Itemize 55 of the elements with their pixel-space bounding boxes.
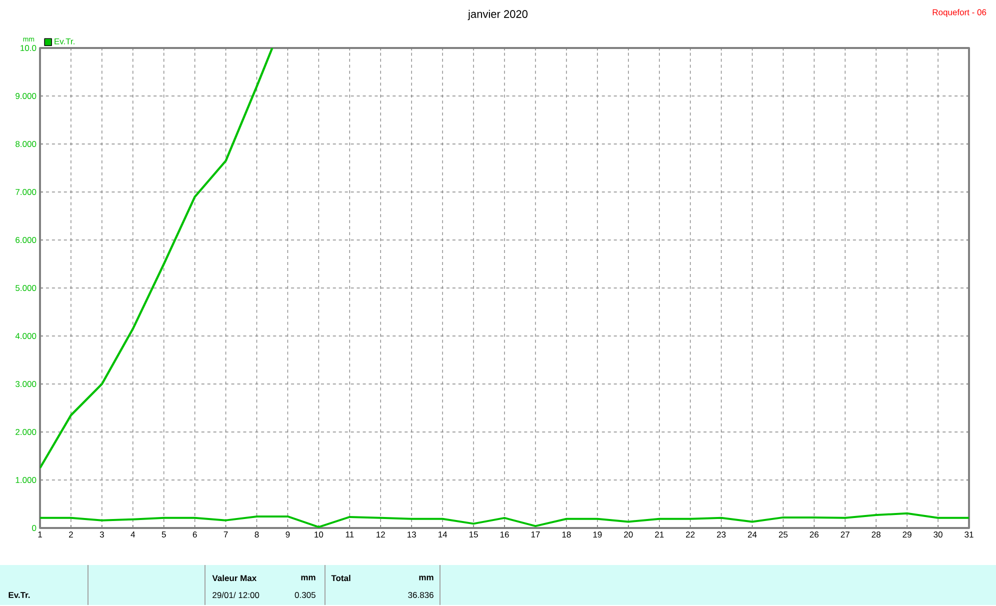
x-tick-label: 11 [346,532,354,538]
x-tick-label: 10 [314,532,324,538]
y-tick-label: 1.000 [16,477,36,484]
text: 36.836 [408,592,434,598]
text: Total [331,575,350,582]
x-tick-label: 29 [902,532,912,538]
x-tick-label: 1 [38,532,42,538]
x-tick-label: 4 [130,532,136,538]
x-tick-label: 8 [254,532,259,538]
x-tick-label: 5 [162,532,166,538]
x-tick-label: 15 [469,532,478,538]
x-tick-label: 19 [593,532,602,538]
y-tick-label: 9.000 [16,93,36,100]
chart-title: janvier 2020 [468,10,528,20]
x-tick-label: 22 [686,532,695,538]
x-tick-label: 31 [964,532,974,538]
line-series [40,48,274,470]
text: 29/01/ 12:00 [212,592,260,598]
y-tick-label: 8.000 [16,141,36,148]
x-tick-label: 13 [408,532,416,538]
x-tick-label: 6 [192,532,197,538]
x-tick-label: 21 [655,532,664,538]
x-tick-label: 7 [224,532,228,538]
x-tick-label: 14 [438,532,448,538]
y-tick-label: 0 [32,525,36,532]
x-tick-label: 30 [934,532,942,538]
x-tick-label: 16 [500,532,509,538]
x-tick-label: 27 [840,532,850,538]
x-tick-label: 26 [810,532,819,538]
x-tick-label: 9 [286,532,290,538]
text: mm [301,576,316,581]
x-tick-label: 3 [100,532,104,538]
text: Ev.Tr. [8,592,30,598]
x-tick-label: 28 [872,532,880,538]
text: mm [419,576,434,581]
x-tick-label: 23 [716,532,726,538]
text: 0.305 [294,592,316,598]
x-tick-label: 25 [778,532,788,538]
y-tick-label: 10.0 [20,45,36,52]
x-tick-label: 20 [624,532,633,538]
y-tick-label: 4.000 [15,333,36,340]
x-tick-label: 24 [748,532,757,538]
y-tick-label: 5.000 [16,285,36,292]
legend-label: Ev.Tr. [54,38,74,45]
line-series [40,512,970,528]
text: Valeur Max [212,575,257,582]
x-tick-label: 2 [69,532,73,538]
x-tick-label: 17 [531,532,540,538]
y-tick-label: 3.000 [16,381,36,388]
y-tick-label: 6.000 [16,237,36,244]
x-tick-label: 12 [376,532,385,538]
x-tick-label: 18 [562,532,571,538]
chart-subtitle: Roquefort - 06 [932,9,986,18]
y-tick-label: 2.000 [16,429,36,436]
y-tick-label: 7.000 [16,189,36,196]
